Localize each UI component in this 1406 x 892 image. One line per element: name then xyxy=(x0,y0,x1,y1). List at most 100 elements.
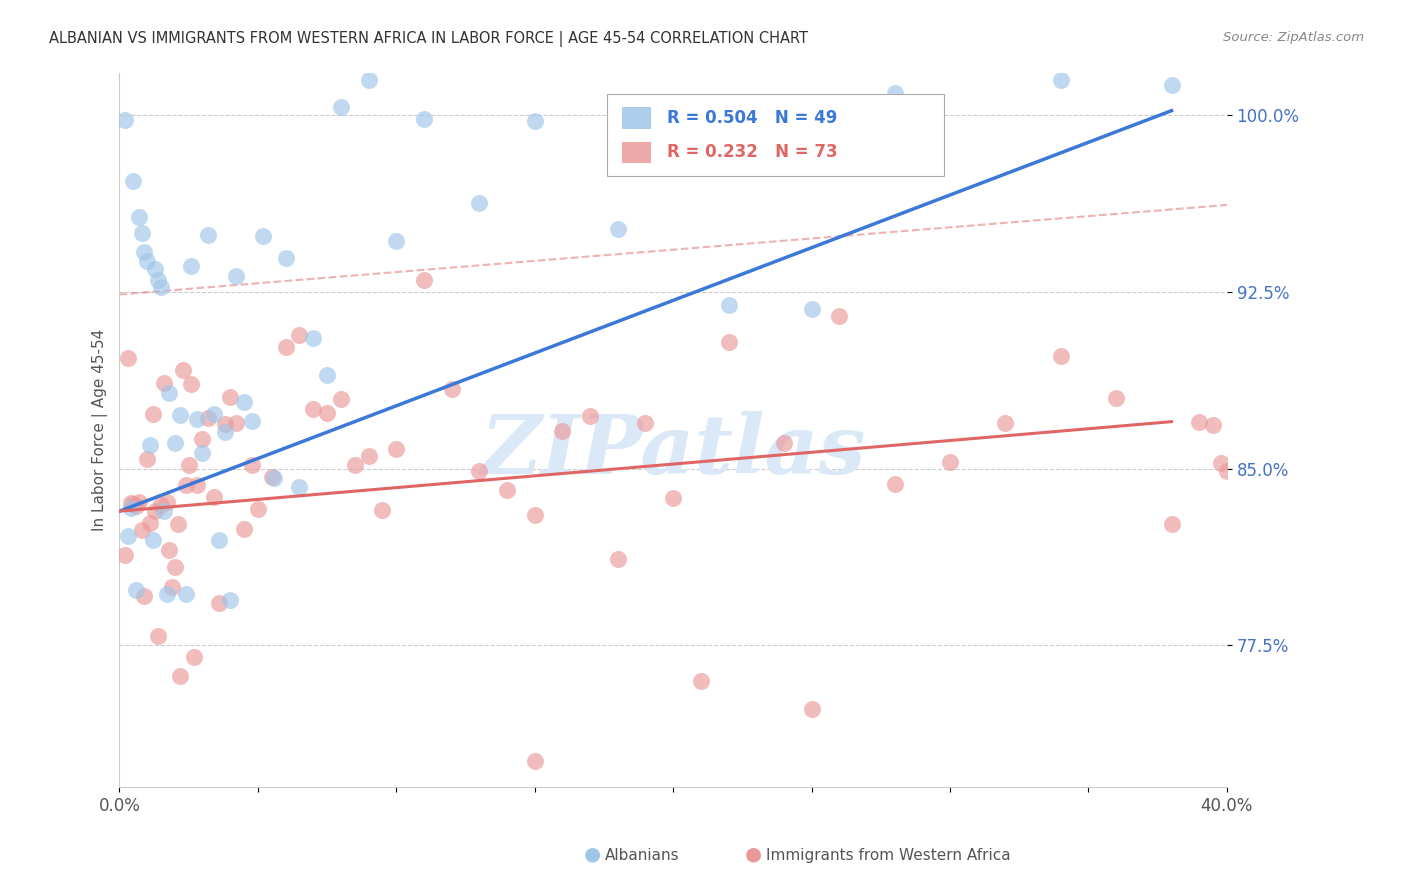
Point xyxy=(883,477,905,491)
Text: ALBANIAN VS IMMIGRANTS FROM WESTERN AFRICA IN LABOR FORCE | AGE 45-54 CORRELATIO: ALBANIAN VS IMMIGRANTS FROM WESTERN AFRI… xyxy=(49,31,808,47)
Point xyxy=(136,254,159,268)
Point xyxy=(155,495,177,509)
Point xyxy=(219,390,242,404)
Point xyxy=(343,458,366,472)
Point xyxy=(131,226,153,240)
Point xyxy=(606,551,628,566)
Point xyxy=(302,331,325,345)
Text: Immigrants from Western Africa: Immigrants from Western Africa xyxy=(766,848,1011,863)
Point xyxy=(160,580,183,594)
Point xyxy=(145,504,167,518)
Point xyxy=(274,341,297,355)
Point xyxy=(152,376,174,390)
Point xyxy=(302,401,325,416)
Point xyxy=(717,335,740,350)
Point xyxy=(208,596,231,610)
Point xyxy=(148,273,170,287)
Point xyxy=(128,210,150,224)
Point xyxy=(225,268,247,283)
Point xyxy=(413,112,436,126)
Point xyxy=(385,442,408,457)
Point xyxy=(120,501,142,516)
Point xyxy=(468,464,491,478)
Point xyxy=(214,425,236,439)
Point xyxy=(357,449,380,463)
Point xyxy=(1105,391,1128,405)
Point xyxy=(148,629,170,643)
Point xyxy=(263,471,285,485)
Point xyxy=(828,309,851,323)
Point xyxy=(177,458,200,473)
Point xyxy=(191,432,214,446)
Point xyxy=(122,174,145,188)
Point xyxy=(180,259,202,273)
Point xyxy=(186,412,208,426)
Point xyxy=(145,261,167,276)
Point xyxy=(233,522,256,536)
Point xyxy=(717,298,740,312)
Point xyxy=(773,435,796,450)
Point xyxy=(163,559,186,574)
Point xyxy=(523,754,546,768)
Point xyxy=(260,470,283,484)
Point xyxy=(385,234,408,248)
Point xyxy=(202,491,225,505)
Point xyxy=(1160,517,1182,532)
Point xyxy=(174,478,197,492)
Point xyxy=(413,272,436,286)
Point xyxy=(155,587,177,601)
Point xyxy=(169,408,191,422)
Point xyxy=(689,673,711,688)
Y-axis label: In Labor Force | Age 45-54: In Labor Force | Age 45-54 xyxy=(93,329,108,531)
Point xyxy=(1216,463,1239,477)
Point xyxy=(197,411,219,425)
Point xyxy=(1160,78,1182,93)
Point xyxy=(440,382,463,396)
Point xyxy=(114,113,136,128)
Point xyxy=(329,100,352,114)
Point xyxy=(800,702,823,716)
Point xyxy=(142,407,165,421)
Point xyxy=(994,416,1017,430)
Point xyxy=(551,424,574,438)
Point xyxy=(134,589,156,603)
Point xyxy=(219,592,242,607)
Point xyxy=(240,458,263,472)
Point xyxy=(316,368,339,382)
Point xyxy=(214,417,236,431)
Point xyxy=(939,455,962,469)
Point xyxy=(1049,73,1071,87)
Point xyxy=(117,529,139,543)
Point xyxy=(316,406,339,420)
Point xyxy=(152,503,174,517)
Point xyxy=(134,245,156,260)
Point xyxy=(139,438,162,452)
Point xyxy=(117,351,139,365)
Point xyxy=(246,501,269,516)
Point xyxy=(233,395,256,409)
Point xyxy=(468,196,491,211)
Point xyxy=(1211,457,1233,471)
Point xyxy=(128,495,150,509)
Point xyxy=(329,392,352,406)
Point xyxy=(149,280,172,294)
Point xyxy=(136,452,159,467)
Point xyxy=(208,533,231,547)
Point xyxy=(662,491,685,505)
Point xyxy=(523,113,546,128)
Point xyxy=(274,251,297,265)
Bar xyxy=(623,142,651,163)
Point xyxy=(183,650,205,665)
Point xyxy=(240,414,263,428)
Point xyxy=(579,409,602,423)
Point xyxy=(800,301,823,316)
Point xyxy=(131,523,153,537)
Point xyxy=(186,478,208,492)
Point xyxy=(1049,349,1071,363)
Point xyxy=(139,516,162,530)
Point xyxy=(169,669,191,683)
Point xyxy=(114,549,136,563)
Text: R = 0.504   N = 49: R = 0.504 N = 49 xyxy=(666,109,837,127)
Point xyxy=(166,517,188,532)
Text: ●: ● xyxy=(745,845,762,863)
